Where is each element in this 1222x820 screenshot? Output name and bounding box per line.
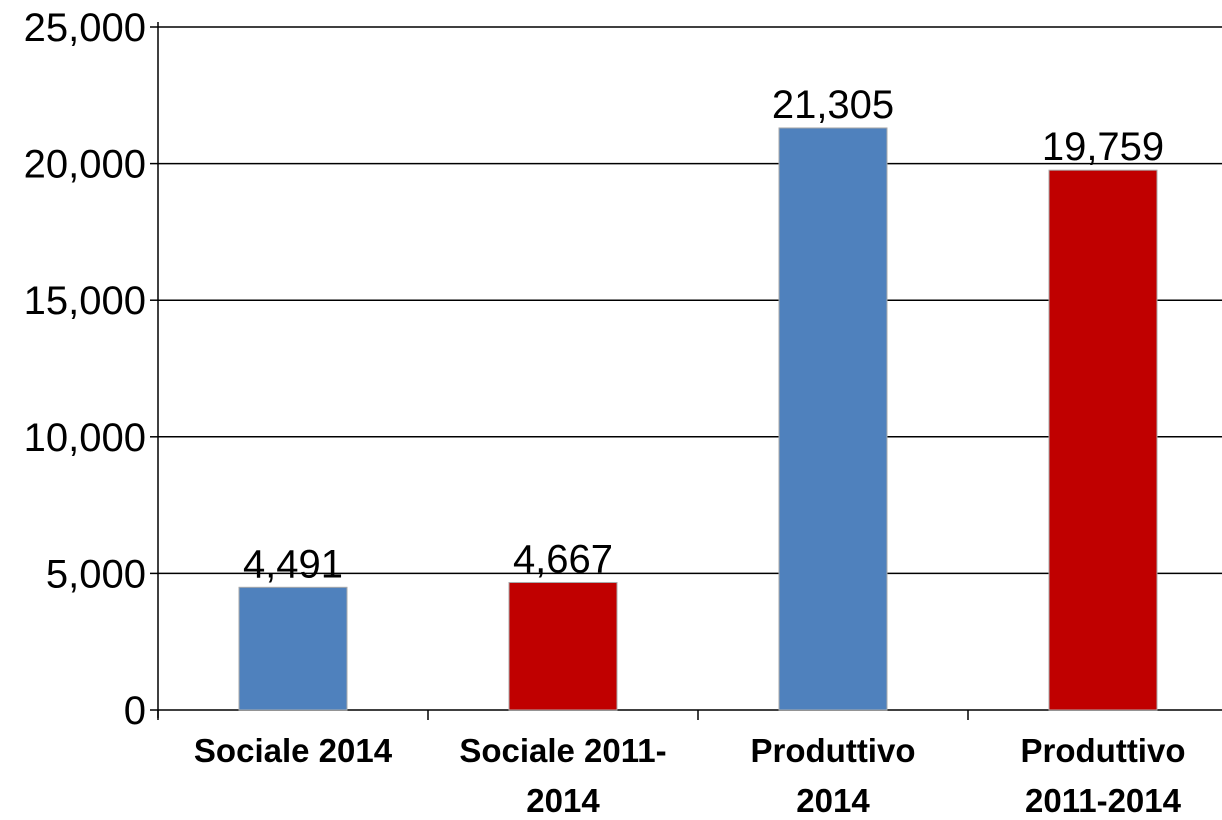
bar [778, 127, 888, 711]
y-tick-label: 20,000 [24, 143, 146, 187]
bars [238, 127, 1158, 711]
x-tick-label: 2014 [796, 782, 870, 819]
y-tick-label: 15,000 [24, 279, 146, 323]
data-label: 4,491 [243, 542, 343, 586]
x-tick-label: Produttivo [751, 732, 916, 769]
y-tick-label: 10,000 [24, 416, 146, 460]
x-tick-label: 2014 [526, 782, 600, 819]
y-tick-label: 5,000 [46, 552, 146, 596]
bar [238, 586, 348, 711]
data-label: 4,667 [513, 537, 613, 581]
gridlines [158, 26, 1222, 575]
bar [1048, 169, 1158, 711]
x-tick-label: Produttivo [1021, 732, 1186, 769]
data-label: 19,759 [1042, 125, 1164, 169]
x-tick-label: 2011-2014 [1025, 782, 1182, 819]
x-tick-label: Sociale 2014 [194, 732, 393, 769]
y-tick-label: 25,000 [24, 6, 146, 50]
bar [508, 581, 618, 711]
x-tick-label: Sociale 2011- [459, 732, 666, 769]
y-tick-label: 0 [124, 689, 146, 733]
labels: 0 5,000 10,000 15,000 20,000 25,000 4,491 Socia… [24, 6, 1186, 819]
data-label: 21,305 [772, 83, 894, 127]
